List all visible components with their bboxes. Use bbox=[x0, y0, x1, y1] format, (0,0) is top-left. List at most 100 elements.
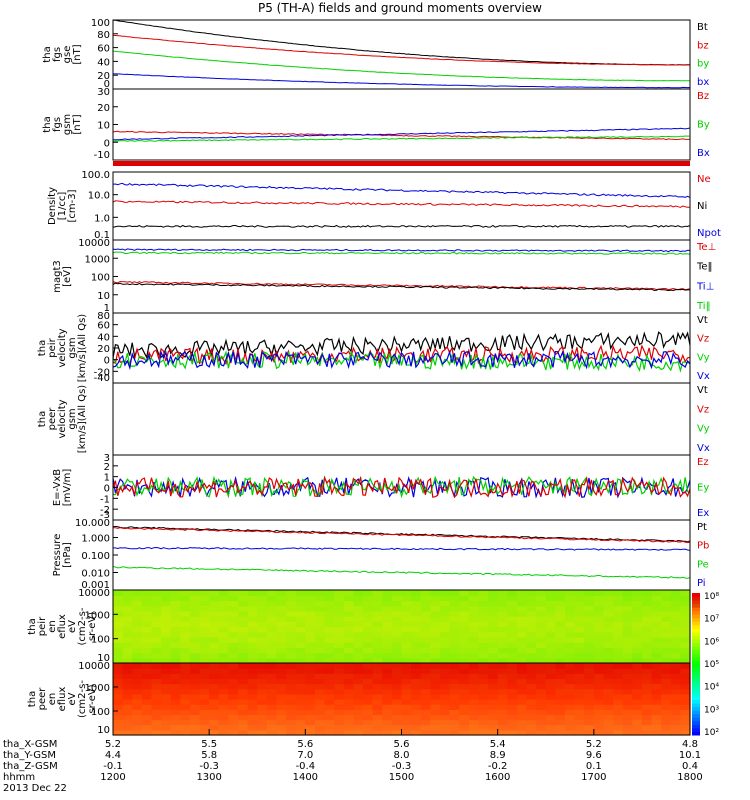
heatmap-cell bbox=[276, 688, 287, 695]
heatmap-cell bbox=[363, 709, 374, 716]
x-tick-label: 1500 bbox=[389, 772, 414, 783]
heatmap-cell bbox=[353, 647, 364, 654]
heatmap-cell bbox=[613, 621, 624, 628]
heatmap-cell bbox=[449, 631, 460, 638]
heatmap-cell bbox=[218, 693, 229, 700]
heatmap-cell bbox=[113, 610, 124, 617]
heatmap-cell bbox=[305, 663, 316, 669]
y-tick-label: 0.1 bbox=[94, 230, 110, 241]
heatmap-cell bbox=[603, 719, 614, 726]
heatmap-cell bbox=[439, 714, 451, 721]
heatmap-cell bbox=[334, 704, 345, 710]
heatmap-cell bbox=[420, 709, 431, 716]
heatmap-cell bbox=[266, 610, 278, 617]
heatmap-cell bbox=[603, 657, 614, 664]
heatmap-cell bbox=[382, 683, 393, 690]
heatmap-cell bbox=[122, 652, 133, 659]
heatmap-cell bbox=[545, 683, 556, 690]
heatmap-cell bbox=[132, 683, 143, 690]
heatmap-cell bbox=[411, 642, 422, 648]
heatmap-cell bbox=[141, 595, 153, 602]
ephemeris-value: 5.2 bbox=[105, 739, 121, 750]
series-line-Te‖ bbox=[112, 282, 691, 292]
heatmap-cell bbox=[661, 678, 672, 685]
heatmap-cell bbox=[132, 719, 143, 726]
heatmap-cell bbox=[411, 590, 422, 596]
heatmap-cell bbox=[574, 595, 585, 602]
heatmap-cell bbox=[161, 678, 172, 685]
heatmap-cell bbox=[564, 663, 576, 669]
heatmap-cell bbox=[632, 693, 643, 700]
heatmap-cell bbox=[545, 610, 556, 617]
heatmap-cell bbox=[122, 724, 133, 731]
heatmap-cell bbox=[257, 714, 268, 721]
heatmap-cell bbox=[555, 668, 566, 674]
heatmap-cell bbox=[228, 704, 239, 710]
heatmap-cell bbox=[391, 642, 403, 648]
heatmap-cell bbox=[247, 600, 258, 607]
heatmap-cell bbox=[622, 642, 633, 648]
colorbar-cell bbox=[692, 656, 700, 661]
heatmap-cell bbox=[314, 631, 326, 638]
heatmap-cell bbox=[247, 688, 258, 695]
y-axis-label-line: velocity bbox=[57, 328, 68, 367]
heatmap-cell bbox=[334, 678, 345, 685]
heatmap-cell bbox=[141, 616, 153, 622]
heatmap-cell bbox=[286, 678, 297, 685]
heatmap-cell bbox=[574, 729, 585, 736]
y-axis-label-line: [cm-3] bbox=[67, 189, 78, 222]
heatmap-cell bbox=[574, 631, 585, 638]
heatmap-cell bbox=[189, 626, 201, 633]
x-tick-label: 1800 bbox=[677, 772, 702, 783]
heatmap-cell bbox=[180, 724, 191, 731]
heatmap-cell bbox=[209, 699, 220, 705]
heatmap-cell bbox=[680, 647, 691, 654]
heatmap-cell bbox=[218, 704, 229, 710]
heatmap-cell bbox=[151, 663, 162, 669]
legend-Ez: Ez bbox=[697, 457, 709, 468]
heatmap-cell bbox=[295, 600, 306, 607]
y-tick-label: 0.001 bbox=[81, 580, 110, 591]
heatmap-cell bbox=[266, 595, 278, 602]
heatmap-cell bbox=[430, 647, 441, 654]
heatmap-cell bbox=[449, 699, 460, 705]
heatmap-cell bbox=[545, 673, 556, 680]
heatmap-cell bbox=[382, 678, 393, 685]
heatmap-cell bbox=[334, 600, 345, 607]
heatmap-cell bbox=[507, 657, 518, 664]
ephemeris-label: tha_Y-GSM bbox=[3, 750, 56, 761]
heatmap-cell bbox=[391, 631, 403, 638]
heatmap-cell bbox=[536, 652, 547, 659]
heatmap-cell bbox=[170, 704, 181, 710]
heatmap-cell bbox=[334, 647, 345, 654]
legend-Vz: Vz bbox=[697, 404, 709, 415]
legend-Bx: Bx bbox=[697, 148, 710, 159]
heatmap-cell bbox=[161, 688, 172, 695]
heatmap-cell bbox=[170, 616, 181, 622]
heatmap-cell bbox=[286, 590, 297, 596]
heatmap-cell bbox=[478, 719, 489, 726]
heatmap-cell bbox=[622, 657, 633, 664]
heatmap-cell bbox=[209, 657, 220, 664]
heatmap-cell bbox=[257, 621, 268, 628]
heatmap-cell bbox=[613, 652, 624, 659]
heatmap-cell bbox=[276, 652, 287, 659]
heatmap-cell bbox=[584, 636, 595, 643]
heatmap-cell bbox=[353, 610, 364, 617]
heatmap-cell bbox=[488, 729, 499, 736]
heatmap-cell bbox=[439, 699, 451, 705]
heatmap-cell bbox=[257, 663, 268, 669]
heatmap-cell bbox=[353, 636, 364, 643]
heatmap-cell bbox=[238, 610, 249, 617]
heatmap-cell bbox=[247, 693, 258, 700]
heatmap-cell bbox=[622, 631, 633, 638]
heatmap-cell bbox=[257, 631, 268, 638]
heatmap-cell bbox=[170, 683, 181, 690]
heatmap-cell bbox=[161, 657, 172, 664]
y-axis-label-line: gsm bbox=[67, 408, 78, 429]
y-axis-label: thafgsgsm[nT] bbox=[42, 114, 83, 135]
heatmap-cell bbox=[238, 605, 249, 612]
heatmap-cell bbox=[151, 724, 162, 731]
heatmap-cell bbox=[401, 688, 412, 695]
heatmap-cell bbox=[199, 616, 210, 622]
